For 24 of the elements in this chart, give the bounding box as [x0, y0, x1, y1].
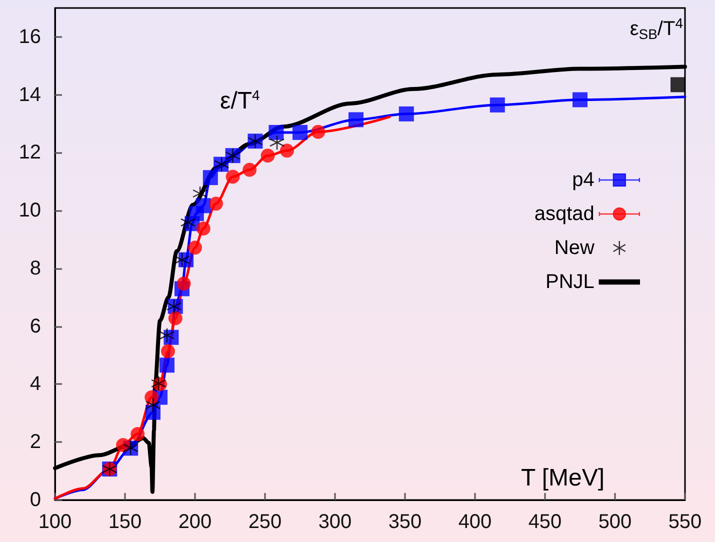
x-tick-label: 400 [458, 511, 492, 533]
x-tick-label: 100 [38, 511, 72, 533]
x-tick-label: 300 [318, 511, 352, 533]
x-tick-label: 200 [178, 511, 212, 533]
y-tick-label: 16 [18, 26, 41, 48]
x-tick-label: 250 [248, 511, 282, 533]
x-axis-title: T [MeV] [520, 464, 605, 492]
legend-label: p4 [572, 169, 594, 191]
y-tick-label: 4 [30, 373, 41, 396]
x-tick-label: 550 [668, 511, 702, 533]
y-tick-label: 12 [18, 142, 41, 164]
x-tick-label: 450 [528, 511, 562, 533]
y-tick-label: 8 [30, 257, 41, 280]
x-tick-label: 500 [598, 511, 632, 533]
legend-label: New [554, 237, 595, 259]
x-tick-label: 150 [108, 511, 142, 533]
legend-label: PNJL [545, 271, 594, 293]
y-tick-label: 2 [30, 431, 41, 454]
y-tick-label: 0 [30, 489, 41, 511]
x-tick-label: 350 [388, 511, 422, 533]
y-tick-label: 6 [30, 315, 41, 338]
y-tick-label: 10 [18, 200, 41, 222]
legend-label: asqtad [534, 203, 594, 225]
y-tick-label: 14 [18, 84, 41, 106]
